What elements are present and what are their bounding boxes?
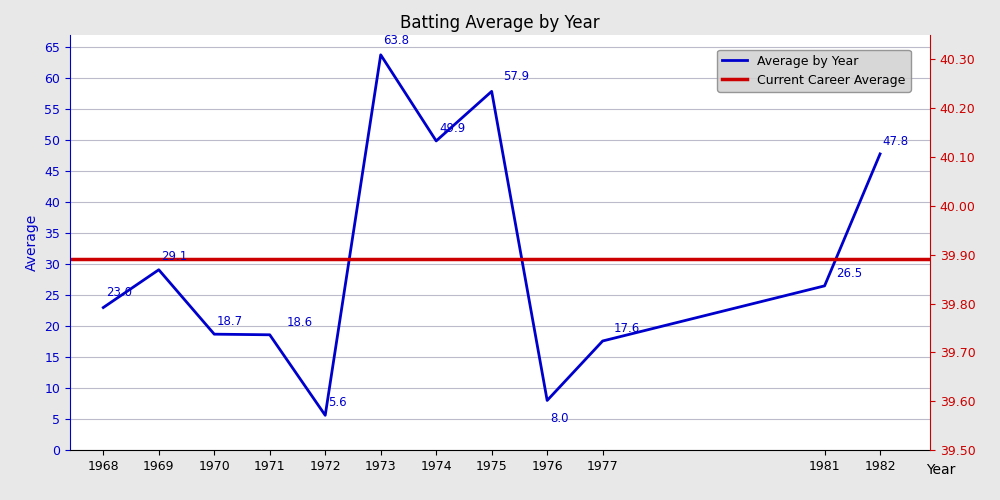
Text: 5.6: 5.6 bbox=[328, 396, 347, 409]
Text: 8.0: 8.0 bbox=[550, 412, 568, 425]
Title: Batting Average by Year: Batting Average by Year bbox=[400, 14, 600, 32]
Text: 26.5: 26.5 bbox=[836, 266, 862, 280]
Average by Year bbox=[375, 52, 387, 58]
Average by Year bbox=[486, 88, 498, 94]
Average by Year bbox=[819, 283, 831, 289]
Average by Year bbox=[430, 138, 442, 144]
Average by Year bbox=[597, 338, 609, 344]
Legend: Average by Year, Current Career Average: Average by Year, Current Career Average bbox=[717, 50, 911, 92]
Text: 23.0: 23.0 bbox=[106, 286, 132, 300]
Average by Year bbox=[264, 332, 276, 338]
Y-axis label: Average: Average bbox=[25, 214, 39, 271]
Average by Year bbox=[874, 151, 886, 157]
Text: 17.6: 17.6 bbox=[614, 322, 640, 334]
Text: Year: Year bbox=[926, 464, 955, 477]
Text: 18.7: 18.7 bbox=[217, 315, 243, 328]
Average by Year bbox=[541, 398, 553, 404]
Text: 57.9: 57.9 bbox=[503, 70, 529, 83]
Text: 18.6: 18.6 bbox=[286, 316, 313, 328]
Line: Average by Year: Average by Year bbox=[103, 55, 880, 416]
Text: 29.1: 29.1 bbox=[162, 250, 188, 264]
Average by Year bbox=[153, 267, 165, 273]
Average by Year bbox=[208, 331, 220, 337]
Text: 47.8: 47.8 bbox=[883, 134, 909, 147]
Text: 63.8: 63.8 bbox=[383, 34, 409, 46]
Text: 49.9: 49.9 bbox=[439, 122, 465, 134]
Average by Year bbox=[97, 304, 109, 310]
Average by Year bbox=[319, 412, 331, 418]
